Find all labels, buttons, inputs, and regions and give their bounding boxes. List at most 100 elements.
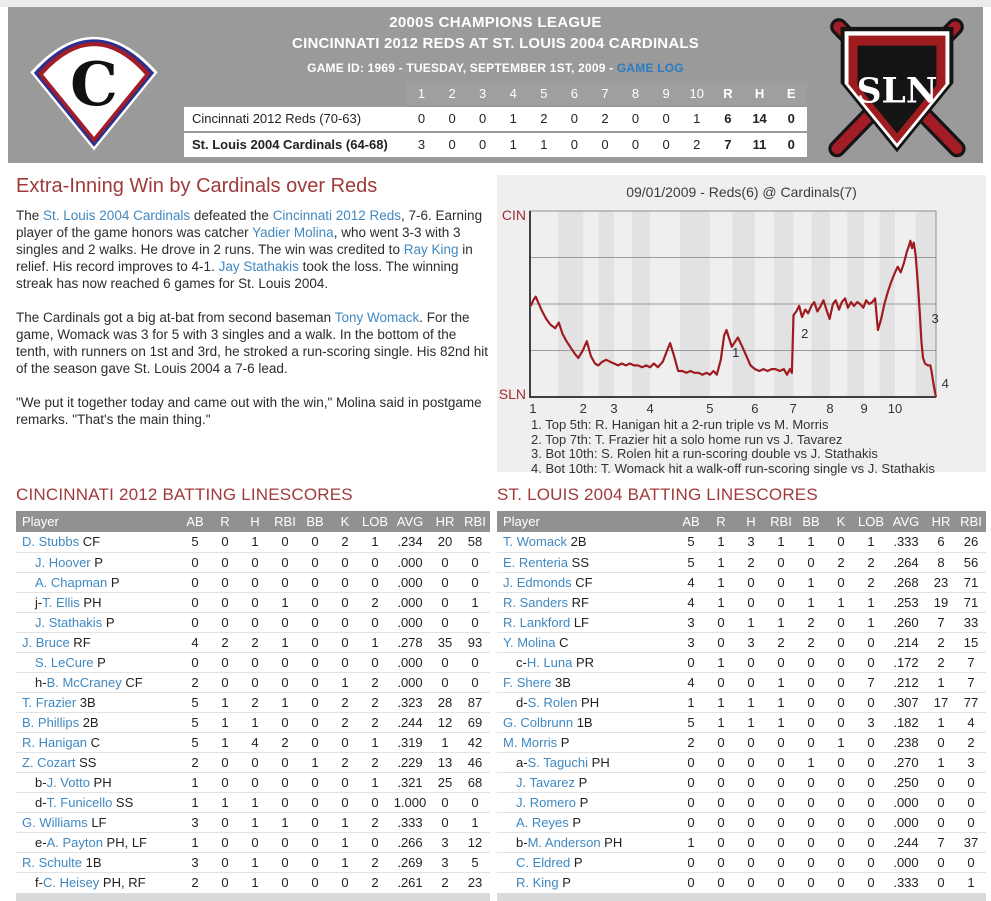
player-position: P <box>568 814 582 830</box>
player-link[interactable]: R. Hanigan <box>22 734 88 750</box>
player-cell: G. Williams LF <box>16 811 180 832</box>
away-batting-table: Player AB R H RBI BB K LOB AVG HR RBI D. Stubbs CF 5… <box>16 511 490 892</box>
player-link[interactable]: M. Anderson <box>527 834 601 850</box>
player-link[interactable]: F. Shere <box>503 674 552 690</box>
batting-header-row: Player AB R H RBI BB K LOB AVG HR RBI <box>16 511 490 532</box>
player-link[interactable]: E. Renteria <box>503 554 569 570</box>
player-cell: R. Lankford LF <box>497 611 676 632</box>
player-cell: e-A. Payton PH, LF <box>16 831 180 852</box>
batting-row: d-S. Rolen PH 1 1 1 1 0 0 0.307 17 77 <box>497 691 986 712</box>
entity-link[interactable]: Cincinnati 2012 Reds <box>272 208 402 223</box>
player-link[interactable]: S. Rolen <box>527 694 578 710</box>
player-link[interactable]: A. Reyes <box>516 814 569 830</box>
batting-row: Z. Cozart SS 2 0 0 0 1 2 2.229 13 46 <box>16 751 490 772</box>
player-link[interactable]: Y. Molina <box>503 634 556 650</box>
player-link[interactable]: A. Payton <box>46 834 103 850</box>
player-cell: f-C. Heisey PH, RF <box>16 871 180 892</box>
chart-marker: 4 <box>942 376 949 391</box>
y-axis-top-label: CIN <box>502 207 526 223</box>
player-link[interactable]: B. McCraney <box>46 674 122 690</box>
batting-row: T. Womack 2B 5 1 3 1 1 0 1.333 6 26 <box>497 532 986 552</box>
player-link[interactable]: J. Romero <box>516 794 576 810</box>
player-link[interactable]: C. Eldred <box>516 854 571 870</box>
batting-row: R. Schulte 1B 3 0 1 0 0 1 2.269 3 5 <box>16 851 490 872</box>
batting-row: R. King P 0 0 0 0 0 0 0.333 0 1 <box>497 871 986 892</box>
player-link[interactable]: T. Ellis <box>42 594 80 610</box>
player-link[interactable]: A. Chapman <box>35 574 108 590</box>
player-link[interactable]: C. Heisey <box>42 874 100 890</box>
matchup-title: CINCINNATI 2012 REDS AT ST. LOUIS 2004 C… <box>292 34 699 52</box>
player-link[interactable]: J. Hoover <box>35 554 91 570</box>
entity-link[interactable]: St. Louis 2004 Cardinals <box>43 208 191 223</box>
linescore-table: 1 2 3 4 5 6 7 8 9 10 R H E Cincinnati 2012 Reds (70-6… <box>184 81 807 159</box>
player-link[interactable]: T. Womack <box>503 534 568 550</box>
player-cell: J. Edmonds CF <box>497 571 676 592</box>
article-paragraph: "We put it together today and came out w… <box>16 395 482 427</box>
player-link[interactable]: J. Edmonds <box>503 574 572 590</box>
player-position: P <box>107 574 120 590</box>
player-link[interactable]: R. Lankford <box>503 614 571 630</box>
batting-row: f-C. Heisey PH, RF 2 0 1 0 0 0 2.261 2 23 <box>16 871 490 892</box>
player-link[interactable]: H. Luna <box>526 654 573 670</box>
chart-marker: 2 <box>801 326 808 341</box>
player-cell: b-J. Votto PH <box>16 771 180 792</box>
player-link[interactable]: R. King <box>516 874 559 890</box>
game-log-link[interactable]: GAME LOG <box>616 60 684 75</box>
entity-link[interactable]: Tony Womack <box>334 310 420 325</box>
player-link[interactable]: G. Colbrunn <box>503 714 574 730</box>
player-cell: G. Colbrunn 1B <box>497 711 676 732</box>
player-cell: h-B. McCraney CF <box>16 671 180 692</box>
batting-row: d-T. Funicello SS 1 1 1 0 0 0 0 1.000 0 0 <box>16 791 490 812</box>
entity-link[interactable]: Jay Stathakis <box>218 259 299 274</box>
player-cell: J. Stathakis P <box>16 611 180 632</box>
linescore-team: St. Louis 2004 Cardinals (64-68) <box>184 132 407 157</box>
player-link[interactable]: B. Phillips <box>22 714 80 730</box>
player-link[interactable]: T. Frazier <box>22 694 77 710</box>
player-link[interactable]: T. Funicello <box>46 794 113 810</box>
player-cell: T. Womack 2B <box>497 532 676 552</box>
entity-link[interactable]: Yadier Molina <box>252 225 334 240</box>
shield: SLN <box>840 26 954 153</box>
batting-row: G. Colbrunn 1B 5 1 1 1 0 0 3.182 1 4 <box>497 711 986 732</box>
player-link[interactable]: Z. Cozart <box>22 754 76 770</box>
player-position: CF <box>79 534 101 550</box>
player-link[interactable]: R. Schulte <box>22 854 82 870</box>
x-tick-label: 8 <box>826 401 833 416</box>
player-position: CF <box>571 574 593 590</box>
player-cell: S. LeCure P <box>16 651 180 672</box>
player-link[interactable]: S. Taguchi <box>527 754 589 770</box>
player-link[interactable]: S. LeCure <box>35 654 94 670</box>
player-link[interactable]: J. Stathakis <box>35 614 103 630</box>
player-cell: M. Morris P <box>497 731 676 752</box>
batting-row: Y. Molina C 3 0 3 2 2 0 0.214 2 15 <box>497 631 986 652</box>
player-cell: Y. Molina C <box>497 631 676 652</box>
player-link[interactable]: G. Williams <box>22 814 88 830</box>
batting-row: A. Chapman P 0 0 0 0 0 0 0.000 0 0 <box>16 571 490 592</box>
player-cell: E. Renteria SS <box>497 551 676 572</box>
player-cell: T. Frazier 3B <box>16 691 180 712</box>
x-tick-label: 5 <box>706 401 713 416</box>
player-position: PR <box>572 654 595 670</box>
player-link[interactable]: J. Votto <box>46 774 90 790</box>
player-link[interactable]: D. Stubbs <box>22 534 80 550</box>
away-batting-box: CINCINNATI 2012 BATTING LINESCORES Playe… <box>16 485 490 901</box>
player-link[interactable]: R. Sanders <box>503 594 569 610</box>
reds-logo-graphic: C <box>30 36 158 151</box>
top-strip <box>0 0 991 7</box>
player-position: CF <box>121 674 143 690</box>
player-cell: R. Hanigan C <box>16 731 180 752</box>
player-link[interactable]: J. Tavarez <box>516 774 576 790</box>
batting-row: J. Tavarez P 0 0 0 0 0 0 0.250 0 0 <box>497 771 986 792</box>
player-link[interactable]: J. Bruce <box>22 634 70 650</box>
cardinals-logo-letters: SLN <box>857 71 938 111</box>
batting-row: M. Morris P 2 0 0 0 0 1 0.238 0 2 <box>497 731 986 752</box>
player-cell: Z. Cozart SS <box>16 751 180 772</box>
entity-link[interactable]: Ray King <box>403 242 459 257</box>
player-link[interactable]: M. Morris <box>503 734 558 750</box>
player-cell: J. Hoover P <box>16 551 180 572</box>
player-cell: R. Sanders RF <box>497 591 676 612</box>
batting-row: R. Lankford LF 3 0 1 1 2 0 1.260 7 33 <box>497 611 986 632</box>
player-position: RF <box>69 634 91 650</box>
player-cell: b-M. Anderson PH <box>497 831 676 852</box>
